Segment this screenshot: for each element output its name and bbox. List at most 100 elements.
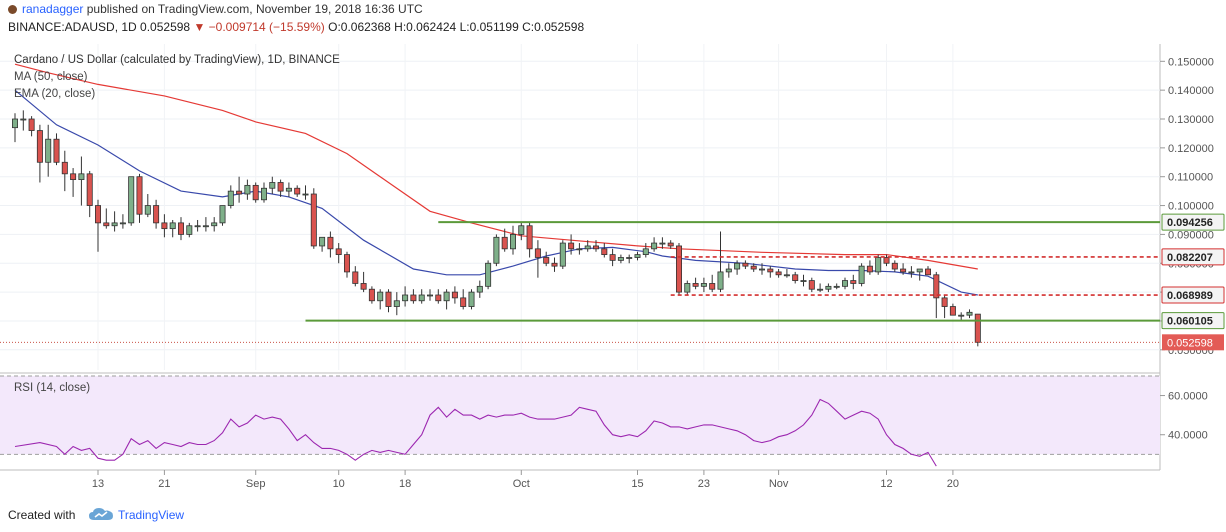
candle-body — [883, 257, 890, 264]
candle-body — [659, 242, 666, 245]
candle-body — [343, 254, 350, 273]
time-tick-label: Sep — [246, 478, 266, 490]
candle-body — [28, 118, 35, 131]
high-value: H:0.062424 — [394, 20, 457, 34]
candle-body — [601, 248, 608, 256]
price-tick-label: 0.120000 — [1168, 143, 1214, 155]
candle-body — [850, 280, 857, 284]
candle-body — [20, 118, 27, 121]
ema20-line — [14, 89, 978, 296]
candle-body — [568, 242, 575, 250]
candle-body — [576, 248, 583, 251]
candle-body — [377, 291, 384, 302]
candle-body — [974, 313, 981, 343]
candle-body — [900, 268, 907, 273]
candle-body — [418, 294, 425, 302]
candle-body — [941, 297, 948, 307]
time-tick-label: 15 — [631, 478, 643, 490]
candle-body — [593, 245, 600, 250]
price-tick-label: 0.100000 — [1168, 201, 1214, 213]
tradingview-cloud-icon[interactable] — [88, 506, 114, 522]
candle-body — [269, 182, 276, 189]
candle-body — [925, 268, 932, 276]
candle-body — [319, 236, 326, 247]
candle-body — [916, 268, 923, 273]
last-price: 0.052598 — [140, 20, 191, 34]
time-tick-label: 23 — [698, 478, 710, 490]
publisher-name[interactable]: ranadagger — [22, 2, 84, 16]
candle-body — [443, 291, 450, 302]
rsi-legend[interactable]: RSI (14, close) — [14, 382, 91, 394]
candle-body — [825, 285, 832, 290]
candle-body — [177, 222, 184, 235]
rsi-tick-label: 60.0000 — [1168, 391, 1208, 403]
level-price-label: 0.068989 — [1167, 290, 1213, 302]
publish-line: ranadagger published on TradingView.com,… — [22, 2, 423, 16]
time-tick-label: 18 — [399, 478, 411, 490]
candle-body — [194, 225, 201, 228]
candle-body — [734, 262, 741, 270]
candle-body — [161, 222, 168, 230]
candle-body — [410, 294, 417, 302]
candle-body — [227, 190, 234, 206]
ohlc-readout: BINANCE:ADAUSD, 1D 0.052598 ▼ −0.009714 … — [8, 20, 584, 34]
candle-body — [634, 254, 641, 258]
candle-body — [460, 297, 467, 307]
candle-body — [327, 236, 334, 250]
candle-body — [800, 280, 807, 282]
candle-body — [966, 311, 973, 316]
candle-body — [817, 288, 824, 291]
level-price-box — [1161, 213, 1225, 231]
time-tick-label: 21 — [158, 478, 170, 490]
candle-body — [294, 187, 301, 195]
candle-body — [435, 294, 442, 302]
candle-body — [651, 242, 658, 250]
candle-body — [551, 262, 558, 267]
candle-body — [252, 184, 259, 201]
time-tick-label: Nov — [769, 478, 789, 490]
price-tick-label: 0.150000 — [1168, 56, 1214, 68]
price-tick-label: 0.140000 — [1168, 85, 1214, 97]
price-chart[interactable]: 0.150000 0.140000 0.130000 0.120000 0.110000… — [0, 0, 1226, 500]
candle-body — [526, 225, 533, 250]
open-value: O:0.062368 — [328, 20, 391, 34]
user-avatar-icon[interactable] — [8, 5, 17, 14]
candle-body — [236, 190, 243, 195]
time-tick-label: 12 — [880, 478, 892, 490]
candle-body — [368, 288, 375, 302]
candle-body — [667, 242, 674, 247]
candle-body — [617, 257, 624, 261]
ma-legend[interactable]: MA (50, close) — [14, 71, 88, 83]
candle-body — [775, 271, 782, 276]
candle-body — [335, 248, 342, 256]
candle-body — [609, 254, 616, 261]
candle-body — [61, 161, 68, 175]
publish-header: ranadagger published on TradingView.com,… — [0, 0, 1226, 44]
candle-body — [360, 283, 367, 290]
candle-body — [53, 138, 60, 163]
candle-body — [485, 262, 492, 287]
candle-body — [95, 205, 102, 224]
candle-body — [725, 268, 732, 273]
candle-body — [285, 187, 292, 192]
candle-body — [211, 222, 218, 227]
candle-body — [103, 222, 110, 227]
candle-body — [385, 291, 392, 307]
level-price-box — [1161, 248, 1225, 266]
candle-body — [352, 271, 359, 284]
candle-body — [792, 274, 799, 281]
tradingview-brand[interactable]: TradingView — [118, 508, 185, 522]
candle-body — [759, 268, 766, 271]
candle-body — [169, 222, 176, 230]
close-value: C:0.052598 — [522, 20, 585, 34]
candle-body — [393, 300, 400, 307]
candle-body — [717, 271, 724, 290]
candle-body — [543, 257, 550, 264]
candle-body — [70, 173, 77, 180]
chart-title: Cardano / US Dollar (calculated by Tradi… — [14, 54, 340, 66]
candle-body — [858, 265, 865, 284]
candle-body — [933, 274, 940, 299]
ema-legend[interactable]: EMA (20, close) — [14, 88, 96, 100]
footer: Created with TradingView — [0, 500, 1226, 532]
last-price-label: 0.052598 — [1167, 337, 1213, 349]
